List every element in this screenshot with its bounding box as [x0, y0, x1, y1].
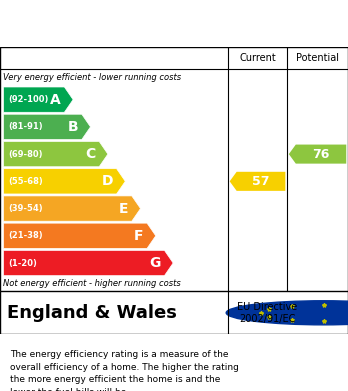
Polygon shape [3, 114, 90, 140]
Polygon shape [3, 169, 125, 194]
Polygon shape [3, 142, 108, 167]
Text: (1-20): (1-20) [9, 258, 38, 267]
Text: G: G [150, 256, 161, 270]
Text: 76: 76 [313, 147, 330, 161]
Text: E: E [119, 201, 128, 215]
Text: A: A [50, 93, 61, 107]
Polygon shape [3, 223, 156, 248]
Text: C: C [86, 147, 96, 161]
Text: Very energy efficient - lower running costs: Very energy efficient - lower running co… [3, 73, 182, 82]
Text: (69-80): (69-80) [9, 150, 43, 159]
Text: (81-91): (81-91) [9, 122, 43, 131]
Text: 57: 57 [252, 175, 270, 188]
Text: England & Wales: England & Wales [7, 304, 177, 322]
Text: B: B [68, 120, 78, 134]
Text: Not energy efficient - higher running costs: Not energy efficient - higher running co… [3, 280, 181, 289]
Polygon shape [289, 145, 346, 163]
Polygon shape [3, 196, 141, 221]
Text: The energy efficiency rating is a measure of the
overall efficiency of a home. T: The energy efficiency rating is a measur… [10, 350, 239, 391]
Text: Energy Efficiency Rating: Energy Efficiency Rating [50, 14, 298, 32]
Text: (92-100): (92-100) [9, 95, 49, 104]
Text: Potential: Potential [296, 53, 339, 63]
Text: EU Directive
2002/91/EC: EU Directive 2002/91/EC [237, 302, 297, 324]
Text: (39-54): (39-54) [9, 204, 43, 213]
Circle shape [226, 301, 348, 325]
Text: (21-38): (21-38) [9, 231, 43, 240]
Text: Current: Current [239, 53, 276, 63]
Text: D: D [102, 174, 113, 188]
Polygon shape [3, 250, 173, 276]
Text: (55-68): (55-68) [9, 177, 44, 186]
Polygon shape [230, 172, 285, 191]
Polygon shape [3, 87, 73, 112]
Text: F: F [134, 229, 143, 243]
